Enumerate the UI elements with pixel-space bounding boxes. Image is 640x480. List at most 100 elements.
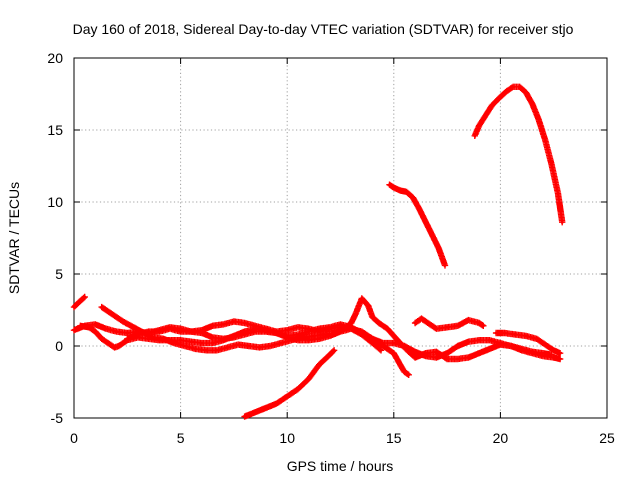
y-tick-label: -5 — [51, 410, 64, 426]
data-point — [392, 351, 396, 355]
data-point — [83, 295, 87, 299]
x-tick-label: 15 — [386, 430, 402, 446]
data-point — [211, 335, 215, 339]
data-point — [388, 183, 391, 187]
series-track-10 — [492, 329, 564, 357]
data-point — [511, 85, 515, 89]
data-point — [168, 327, 172, 331]
data-point — [488, 347, 492, 351]
data-point — [407, 350, 411, 354]
data-point — [296, 387, 300, 391]
series-track-9 — [471, 83, 566, 226]
data-point — [121, 320, 125, 323]
data-point — [307, 327, 310, 331]
data-point — [513, 333, 517, 336]
data-point — [488, 338, 492, 342]
data-point — [420, 317, 423, 321]
data-point — [290, 338, 293, 342]
data-point — [543, 343, 547, 347]
data-point — [110, 312, 114, 316]
data-point — [360, 333, 364, 336]
data-point — [100, 305, 104, 309]
data-point — [243, 415, 247, 419]
chart-title: Day 160 of 2018, Sidereal Day-to-day VTE… — [73, 21, 574, 37]
data-point — [349, 321, 353, 325]
series-track-6 — [241, 347, 338, 420]
data-point — [179, 338, 183, 342]
data-point — [183, 344, 187, 348]
data-point — [157, 330, 161, 334]
y-tick-label: 10 — [47, 194, 63, 210]
data-point — [243, 330, 247, 334]
y-tick-label: 5 — [55, 266, 63, 282]
data-point — [371, 341, 374, 345]
x-tick-label: 10 — [279, 430, 295, 446]
data-point — [179, 330, 183, 334]
data-point — [445, 357, 449, 361]
data-point — [392, 334, 396, 338]
data-point — [505, 89, 509, 93]
data-point — [247, 344, 251, 348]
series-track-7 — [386, 181, 449, 269]
series-markers — [241, 347, 338, 420]
data-point — [524, 334, 528, 338]
data-point — [537, 118, 541, 122]
data-point — [445, 325, 449, 329]
data-point — [379, 348, 383, 352]
data-point — [264, 406, 268, 410]
data-point — [530, 350, 534, 354]
data-point — [100, 337, 104, 341]
data-point — [558, 357, 562, 361]
data-point — [236, 343, 240, 347]
data-point — [104, 327, 108, 331]
data-point — [405, 190, 409, 194]
data-point — [498, 95, 502, 99]
data-point — [558, 351, 562, 355]
data-point — [520, 347, 524, 351]
data-point — [424, 351, 428, 355]
data-point — [411, 196, 415, 200]
data-point — [430, 233, 434, 237]
data-point — [317, 363, 321, 367]
data-point — [332, 331, 336, 335]
data-point — [285, 328, 289, 332]
data-point — [398, 341, 402, 345]
data-point — [437, 246, 441, 250]
data-point — [543, 138, 547, 142]
series-track-5 — [124, 318, 385, 354]
data-point — [151, 335, 155, 339]
data-point — [413, 321, 417, 325]
data-point — [407, 373, 411, 377]
data-point — [106, 341, 110, 345]
data-point — [125, 337, 129, 341]
data-point — [300, 335, 304, 339]
data-point — [232, 320, 236, 323]
data-point — [366, 304, 370, 308]
data-point — [484, 114, 487, 118]
data-point — [456, 357, 460, 361]
x-tick-label: 0 — [70, 430, 78, 446]
data-point — [556, 191, 560, 195]
data-point — [541, 351, 545, 355]
data-point — [377, 321, 381, 325]
data-point — [189, 330, 193, 334]
data-point — [550, 353, 554, 357]
series-layer — [70, 83, 566, 420]
data-point — [275, 330, 278, 334]
series-markers — [471, 83, 566, 226]
data-point — [328, 353, 332, 357]
data-point — [72, 305, 76, 309]
data-point — [398, 363, 402, 367]
data-point — [93, 330, 97, 334]
data-point — [328, 327, 332, 331]
data-point — [215, 348, 219, 352]
data-point — [434, 350, 438, 354]
data-point — [226, 345, 229, 349]
series-track-1 — [70, 293, 88, 311]
y-tick-label: 0 — [55, 338, 63, 354]
data-point — [332, 348, 336, 352]
data-point — [403, 370, 406, 374]
x-tick-label: 5 — [177, 430, 185, 446]
data-point — [221, 338, 225, 342]
data-point — [200, 328, 204, 332]
